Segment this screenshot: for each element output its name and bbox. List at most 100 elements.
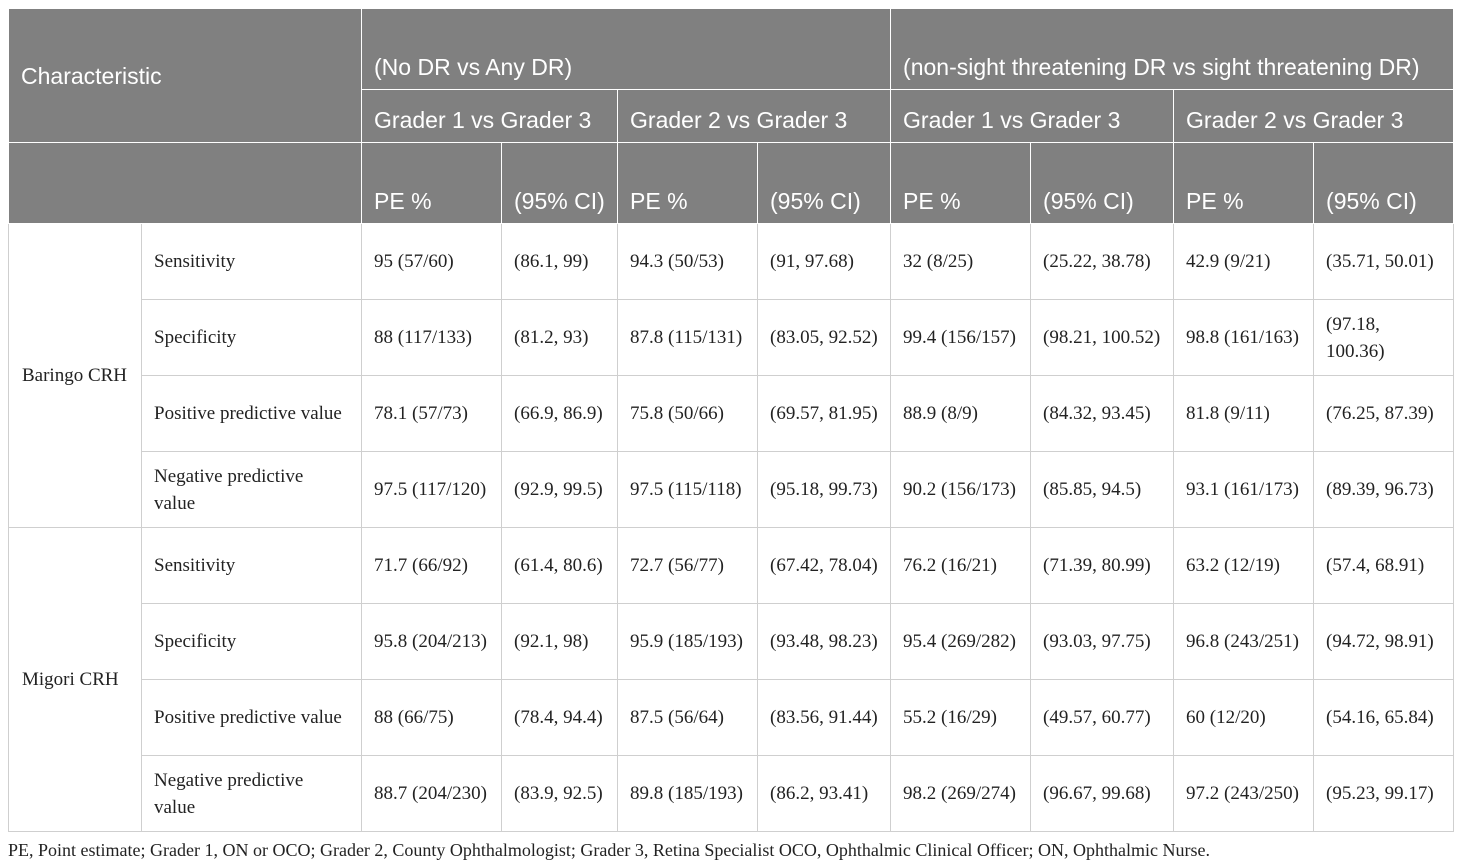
confidence-interval-cell: (92.9, 99.5) [501, 451, 619, 528]
site-name: Baringo CRH [8, 223, 142, 528]
site-name: Migori CRH [8, 527, 142, 832]
table-row: Specificity 88 (117/133) (81.2, 93) 87.8 (1… [9, 299, 1455, 376]
table-row: Positive predictive value 78.1 (57/73) (66… [9, 375, 1455, 452]
point-estimate-cell: 97.5 (115/118) [617, 451, 759, 528]
header-pe: PE % [890, 142, 1032, 224]
header-row-1: Characteristic (No DR vs Any DR) (non-si… [7, 8, 1455, 143]
confidence-interval-cell: (95.18, 99.73) [757, 451, 892, 528]
point-estimate-cell: 88 (66/75) [361, 679, 503, 756]
header-ci: (95% CI) [757, 142, 892, 224]
confidence-interval-cell: (76.25, 87.39) [1313, 375, 1455, 452]
table-row: Positive predictive value 88 (66/75) (78.4… [9, 679, 1455, 756]
metric-label: Positive predictive value [140, 375, 363, 452]
table-row: Negative predictive value 88.7 (204/230)(… [9, 755, 1455, 832]
header-row-3: PE % (95% CI) PE % (95% CI) PE % (95% CI… [7, 142, 1455, 224]
point-estimate-cell: 95.9 (185/193) [617, 603, 759, 680]
confidence-interval-cell: (86.2, 93.41) [757, 755, 892, 832]
confidence-interval-cell: (35.71, 50.01) [1313, 223, 1455, 300]
metric-label: Positive predictive value [140, 679, 363, 756]
point-estimate-cell: 96.8 (243/251) [1173, 603, 1315, 680]
metric-label: Negative predictive value [140, 451, 363, 528]
confidence-interval-cell: (92.1, 98) [501, 603, 619, 680]
header-characteristic: Characteristic [7, 8, 363, 143]
point-estimate-cell: 32 (8/25) [890, 223, 1032, 300]
header-group-any-dr: (No DR vs Any DR) [361, 8, 892, 90]
metric-label: Negative predictive value [140, 755, 363, 832]
header-ci: (95% CI) [1313, 142, 1455, 224]
point-estimate-cell: 71.7 (66/92) [361, 527, 503, 604]
header-comparison: Grader 2 vs Grader 3 [1173, 89, 1455, 143]
confidence-interval-cell: (81.2, 93) [501, 299, 619, 376]
point-estimate-cell: 72.7 (56/77) [617, 527, 759, 604]
header-row-2: Grader 1 vs Grader 3 Grader 2 vs Grader … [9, 89, 1455, 143]
point-estimate-cell: 78.1 (57/73) [361, 375, 503, 452]
point-estimate-cell: 60 (12/20) [1173, 679, 1315, 756]
confidence-interval-cell: (83.56, 91.44) [757, 679, 892, 756]
point-estimate-cell: 99.4 (156/157) [890, 299, 1032, 376]
point-estimate-cell: 87.5 (56/64) [617, 679, 759, 756]
point-estimate-cell: 95.4 (269/282) [890, 603, 1032, 680]
point-estimate-cell: 81.8 (9/11) [1173, 375, 1315, 452]
point-estimate-cell: 88.9 (8/9) [890, 375, 1032, 452]
confidence-interval-cell: (85.85, 94.5) [1030, 451, 1175, 528]
table-body: Baringo CRH Sensitivity 95 (57/60) (86.1, 9… [8, 223, 1455, 832]
confidence-interval-cell: (96.67, 99.68) [1030, 755, 1175, 832]
point-estimate-cell: 89.8 (185/193) [617, 755, 759, 832]
confidence-interval-cell: (49.57, 60.77) [1030, 679, 1175, 756]
diagnostic-accuracy-table: Characteristic (No DR vs Any DR) (non-si… [7, 8, 1455, 832]
point-estimate-cell: 88 (117/133) [361, 299, 503, 376]
confidence-interval-cell: (86.1, 99) [501, 223, 619, 300]
confidence-interval-cell: (91, 97.68) [757, 223, 892, 300]
point-estimate-cell: 42.9 (9/21) [1173, 223, 1315, 300]
header-pe: PE % [1173, 142, 1315, 224]
table-row: Baringo CRH Sensitivity 95 (57/60) (86.1, 9… [8, 223, 1455, 528]
confidence-interval-cell: (93.03, 97.75) [1030, 603, 1175, 680]
confidence-interval-cell: (97.18, 100.36) [1313, 299, 1455, 376]
point-estimate-cell: 75.8 (50/66) [617, 375, 759, 452]
table-row: Specificity 95.8 (204/213) (92.1, 98) 95.9 … [9, 603, 1455, 680]
confidence-interval-cell: (83.9, 92.5) [501, 755, 619, 832]
header-comparison: Grader 2 vs Grader 3 [617, 89, 892, 143]
header-ci: (95% CI) [501, 142, 619, 224]
confidence-interval-cell: (78.4, 94.4) [501, 679, 619, 756]
point-estimate-cell: 90.2 (156/173) [890, 451, 1032, 528]
metric-label: Sensitivity [140, 527, 363, 604]
table-row: Migori CRH Sensitivity 71.7 (66/92) (61.4, … [8, 527, 1455, 832]
header-ci: (95% CI) [1030, 142, 1175, 224]
confidence-interval-cell: (71.39, 80.99) [1030, 527, 1175, 604]
point-estimate-cell: 95 (57/60) [361, 223, 503, 300]
confidence-interval-cell: (67.42, 78.04) [757, 527, 892, 604]
point-estimate-cell: 87.8 (115/131) [617, 299, 759, 376]
confidence-interval-cell: (54.16, 65.84) [1313, 679, 1455, 756]
confidence-interval-cell: (69.57, 81.95) [757, 375, 892, 452]
point-estimate-cell: 97.2 (243/250) [1173, 755, 1315, 832]
results-table-container: Characteristic (No DR vs Any DR) (non-si… [7, 8, 1455, 832]
confidence-interval-cell: (25.22, 38.78) [1030, 223, 1175, 300]
confidence-interval-cell: (57.4, 68.91) [1313, 527, 1455, 604]
header-blank [7, 142, 363, 224]
confidence-interval-cell: (61.4, 80.6) [501, 527, 619, 604]
confidence-interval-cell: (93.48, 98.23) [757, 603, 892, 680]
point-estimate-cell: 98.8 (161/163) [1173, 299, 1315, 376]
table-footnote: PE, Point estimate; Grader 1, ON or OCO;… [8, 840, 1210, 860]
point-estimate-cell: 95.8 (204/213) [361, 603, 503, 680]
point-estimate-cell: 63.2 (12/19) [1173, 527, 1315, 604]
table-row: Negative predictive value 97.5 (117/120)(… [9, 451, 1455, 528]
confidence-interval-cell: (66.9, 86.9) [501, 375, 619, 452]
metric-label: Sensitivity [140, 223, 363, 300]
point-estimate-cell: 98.2 (269/274) [890, 755, 1032, 832]
point-estimate-cell: 93.1 (161/173) [1173, 451, 1315, 528]
metric-label: Specificity [140, 299, 363, 376]
confidence-interval-cell: (94.72, 98.91) [1313, 603, 1455, 680]
confidence-interval-cell: (95.23, 99.17) [1313, 755, 1455, 832]
confidence-interval-cell: (84.32, 93.45) [1030, 375, 1175, 452]
header-pe: PE % [361, 142, 503, 224]
confidence-interval-cell: (83.05, 92.52) [757, 299, 892, 376]
metric-label: Specificity [140, 603, 363, 680]
point-estimate-cell: 88.7 (204/230) [361, 755, 503, 832]
point-estimate-cell: 55.2 (16/29) [890, 679, 1032, 756]
header-comparison: Grader 1 vs Grader 3 [890, 89, 1175, 143]
header-pe: PE % [617, 142, 759, 224]
point-estimate-cell: 76.2 (16/21) [890, 527, 1032, 604]
header-comparison: Grader 1 vs Grader 3 [361, 89, 619, 143]
